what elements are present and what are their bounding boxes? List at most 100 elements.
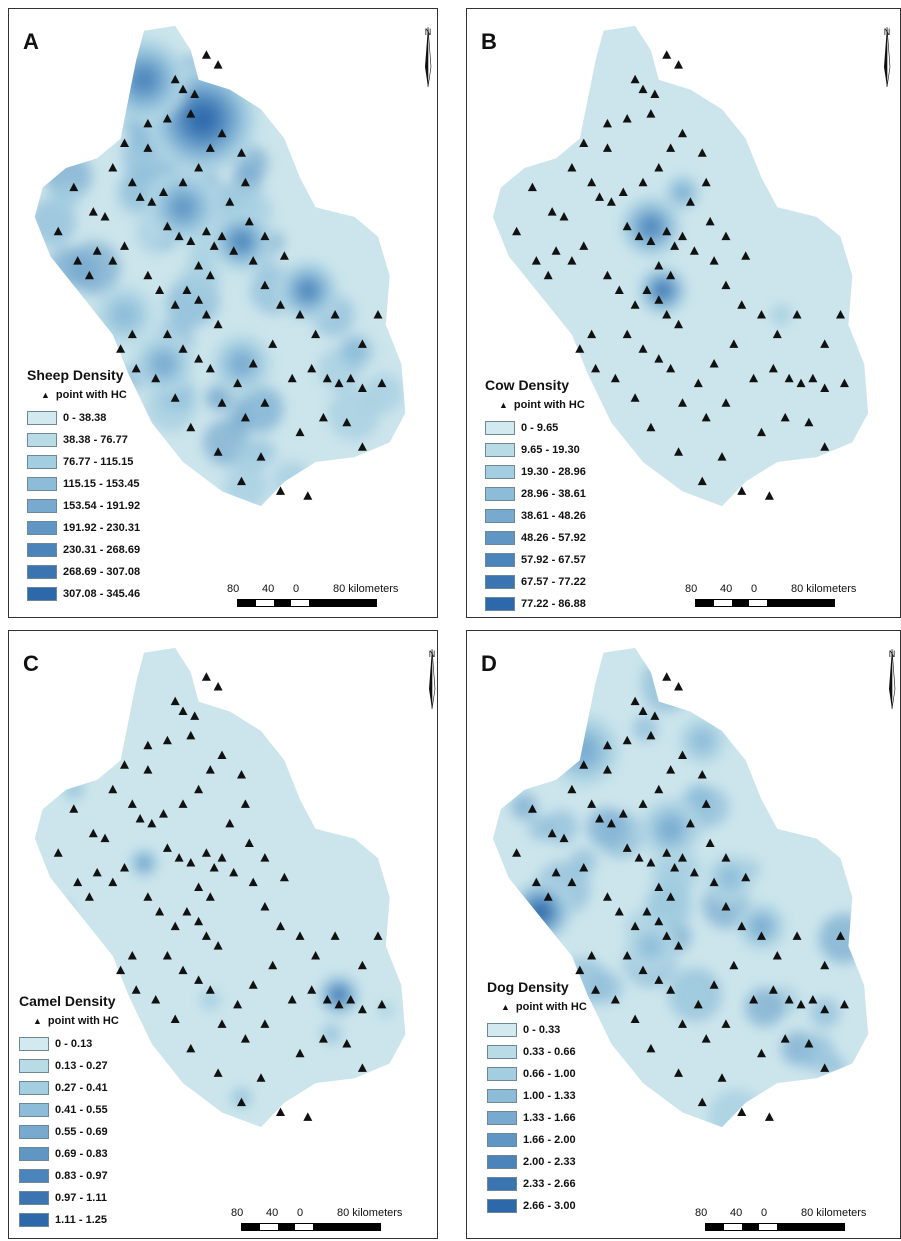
scale-bar-graphic xyxy=(241,1223,381,1231)
hc-point xyxy=(209,862,219,872)
hc-point xyxy=(543,270,553,280)
hc-point xyxy=(190,89,200,98)
density-blob xyxy=(593,819,619,844)
hc-point xyxy=(622,221,632,231)
hc-point xyxy=(205,363,215,373)
hc-point xyxy=(678,1019,687,1028)
hc-point xyxy=(233,378,243,388)
triangle-icon: ▲ xyxy=(501,1002,510,1012)
legend-point-label: point with HC xyxy=(515,1001,587,1013)
legend-class-label: 153.54 - 191.92 xyxy=(63,500,141,512)
legend-class-label: 57.92 - 67.57 xyxy=(521,554,586,566)
hc-point xyxy=(120,241,129,250)
hc-point xyxy=(784,994,794,1004)
hc-point xyxy=(749,994,759,1004)
hc-point xyxy=(575,344,585,353)
hc-point xyxy=(244,216,254,226)
scale-label: 80 xyxy=(695,1207,708,1219)
density-blob xyxy=(647,880,692,925)
hc-point xyxy=(784,373,794,383)
hc-point xyxy=(654,882,664,891)
legend-class-label: 2.33 - 2.66 xyxy=(523,1178,576,1190)
hc-point xyxy=(701,799,711,808)
map-panel-d: D N Dog Density ▲ point with HC 0 - 0.33 0.3… xyxy=(466,630,901,1239)
hc-point xyxy=(127,799,137,808)
hc-point xyxy=(579,760,589,769)
hc-point xyxy=(162,114,172,123)
hc-point xyxy=(135,192,145,201)
scale-segment xyxy=(767,600,835,606)
hc-point xyxy=(587,329,597,339)
scale-segment xyxy=(723,1224,742,1230)
legend-class: 0.41 - 0.55 xyxy=(19,1099,119,1121)
scale-segment xyxy=(749,600,767,606)
scale-bar: 80 40 0 80 kilometers xyxy=(685,583,900,617)
legend-class-label: 19.30 - 28.96 xyxy=(521,466,586,478)
hc-point xyxy=(512,848,522,857)
legend-class: 0.66 - 1.00 xyxy=(487,1063,587,1085)
hc-point xyxy=(260,1019,270,1028)
legend-class: 0.83 - 0.97 xyxy=(19,1165,119,1187)
hc-point xyxy=(792,310,802,319)
hc-point xyxy=(201,50,211,59)
hc-point xyxy=(334,378,344,388)
legend-point-entry: ▲ point with HC xyxy=(33,1015,119,1027)
legend-class-label: 2.66 - 3.00 xyxy=(523,1200,576,1212)
hc-point xyxy=(705,838,715,847)
hc-point xyxy=(610,994,620,1004)
legend-class: 48.26 - 57.92 xyxy=(485,527,586,549)
legend-class-label: 38.61 - 48.26 xyxy=(521,510,586,522)
hc-point xyxy=(630,74,640,84)
hc-point xyxy=(178,84,188,94)
legend-class-label: 0.41 - 0.55 xyxy=(55,1104,108,1116)
density-hotspot xyxy=(111,301,138,329)
hc-point xyxy=(162,329,172,339)
hc-point xyxy=(654,916,664,926)
legend-swatch xyxy=(485,509,515,523)
legend-class-label: 268.69 - 307.08 xyxy=(63,566,141,578)
scale-label: 0 xyxy=(761,1207,768,1219)
hc-point xyxy=(357,1004,367,1014)
legend-class: 1.11 - 1.25 xyxy=(19,1209,119,1231)
hc-point xyxy=(287,373,297,383)
hc-point xyxy=(622,735,632,745)
hc-point xyxy=(618,187,628,196)
hc-point xyxy=(279,872,289,882)
scale-segment xyxy=(759,1224,777,1230)
hc-point xyxy=(527,182,537,192)
density-blob xyxy=(708,1089,764,1128)
hc-point xyxy=(820,1004,830,1014)
legend-swatch xyxy=(19,1147,49,1161)
hc-point xyxy=(190,711,200,720)
hc-point xyxy=(237,770,246,779)
legend-class: 0.13 - 0.27 xyxy=(19,1055,119,1077)
hc-point xyxy=(622,114,632,123)
hc-point xyxy=(697,770,707,779)
hc-point xyxy=(741,872,751,882)
hc-point xyxy=(729,960,739,970)
hc-point xyxy=(697,148,707,157)
density-hotspot xyxy=(133,69,155,90)
legend-swatch xyxy=(485,531,515,545)
hc-point xyxy=(662,226,672,236)
hc-point xyxy=(741,251,751,260)
legend-swatch xyxy=(27,543,57,557)
hc-point xyxy=(642,285,652,294)
density-hotspot xyxy=(192,109,213,129)
hc-point xyxy=(678,853,687,862)
hc-point xyxy=(638,799,648,808)
density-hotspot xyxy=(640,935,662,958)
scale-label: 80 xyxy=(227,583,240,595)
hc-point xyxy=(174,231,184,241)
hc-point xyxy=(100,833,110,843)
hc-point xyxy=(186,236,196,245)
hc-point xyxy=(642,906,652,916)
legend-swatch xyxy=(19,1213,49,1227)
hc-point xyxy=(567,256,577,265)
density-blob xyxy=(181,259,221,299)
hc-point xyxy=(646,236,656,245)
density-blob xyxy=(52,182,82,211)
hc-point xyxy=(654,163,664,172)
scale-label: 40 xyxy=(720,583,733,595)
hc-point xyxy=(796,378,806,388)
